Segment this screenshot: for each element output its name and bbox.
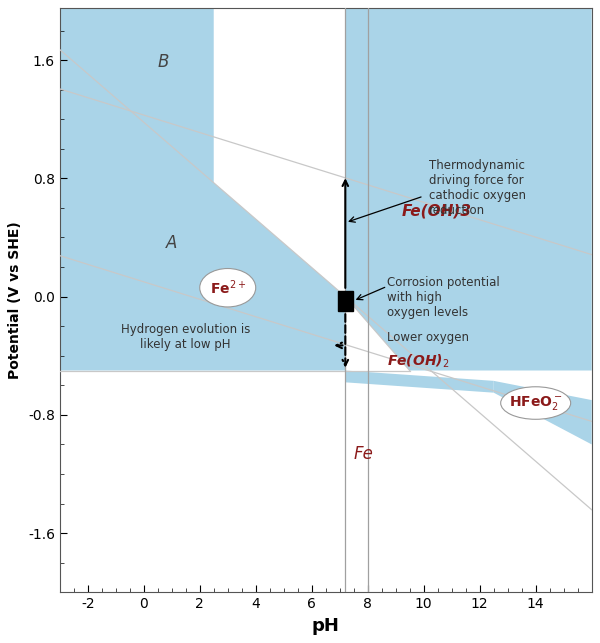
Text: A: A <box>166 234 178 252</box>
X-axis label: pH: pH <box>312 617 340 635</box>
Text: Lower oxygen: Lower oxygen <box>387 332 469 345</box>
Y-axis label: Potential (V vs SHE): Potential (V vs SHE) <box>8 221 22 379</box>
Text: Fe$^{2+}$: Fe$^{2+}$ <box>209 278 246 297</box>
Text: Thermodynamic
driving force for
cathodic oxygen
reduction: Thermodynamic driving force for cathodic… <box>429 159 526 217</box>
Bar <box>338 291 353 311</box>
Polygon shape <box>494 381 592 444</box>
Polygon shape <box>60 8 346 370</box>
Polygon shape <box>346 8 592 370</box>
Ellipse shape <box>500 387 571 419</box>
Text: Fe(OH)3: Fe(OH)3 <box>401 203 471 218</box>
Text: Fe: Fe <box>354 445 374 463</box>
Polygon shape <box>346 370 494 393</box>
Ellipse shape <box>200 269 256 307</box>
Text: HFeO$_2^-$: HFeO$_2^-$ <box>509 394 562 412</box>
Text: B: B <box>158 53 169 71</box>
Text: Hydrogen evolution is
likely at low pH: Hydrogen evolution is likely at low pH <box>121 323 250 350</box>
Text: Corrosion potential
with high
oxygen levels: Corrosion potential with high oxygen lev… <box>387 276 500 319</box>
Text: Fe(OH)$_2$: Fe(OH)$_2$ <box>387 353 449 370</box>
